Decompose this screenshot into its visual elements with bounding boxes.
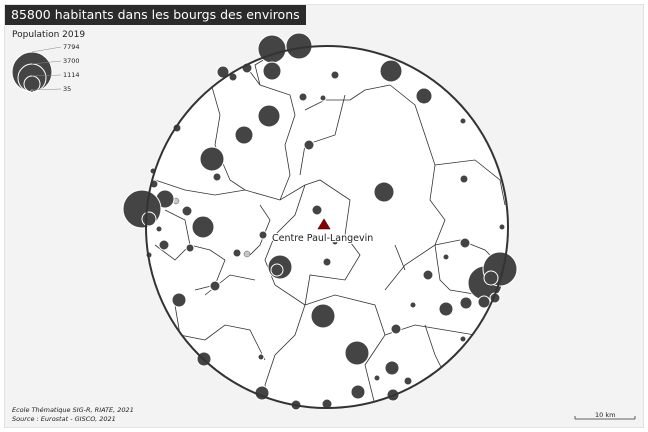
commune-symbol (243, 250, 251, 258)
source-line: Source : Eurostat - GISCO, 2021 (12, 415, 116, 423)
commune-symbol (234, 125, 254, 145)
legend-value: 7794 (63, 43, 80, 51)
legend-title: Population 2019 (12, 30, 86, 40)
map-frame: Centre Paul-Langevin Centre Paul-Langevi… (4, 4, 644, 428)
commune-symbol (310, 303, 336, 329)
commune-symbol (257, 353, 265, 361)
commune-symbol (262, 61, 282, 81)
commune-symbol (257, 104, 281, 128)
study-area-outline (145, 45, 509, 409)
commune-symbol (181, 205, 193, 217)
commune-symbol (191, 215, 215, 239)
commune-symbol (171, 292, 187, 308)
commune-symbol (199, 146, 225, 172)
commune-symbol (415, 87, 433, 105)
commune-symbol (212, 172, 222, 182)
commune-symbol (297, 234, 305, 242)
commune-symbol (303, 139, 315, 151)
commune-symbol (422, 269, 434, 281)
commune-symbol (379, 59, 403, 83)
credits-line: Ecole Thématique SIG-R, RIATE, 2021 (12, 406, 134, 414)
commune-symbol (498, 223, 506, 231)
triangle-marker-icon (317, 218, 331, 230)
commune-symbol (331, 238, 339, 246)
commune-symbol (403, 376, 413, 386)
commune-symbol (459, 237, 471, 249)
commune-symbol (409, 301, 417, 309)
commune-symbol (373, 374, 381, 382)
commune-symbol (158, 239, 170, 251)
commune-symbol (390, 323, 402, 335)
commune-symbol (373, 181, 395, 203)
commune-symbol (209, 280, 221, 292)
center-label: Centre Paul-Langevin (272, 233, 373, 244)
commune-symbol (270, 263, 284, 277)
commune-symbol (322, 257, 332, 267)
map-canvas: Centre Paul-Langevin Centre Paul-Langevi… (11, 32, 636, 420)
commune-symbol (185, 243, 195, 253)
commune-symbol (258, 230, 268, 240)
commune-symbol (459, 335, 467, 343)
commune-symbol (483, 270, 499, 286)
credits: Ecole Thématique SIG-R, RIATE, 2021 Sour… (12, 406, 134, 424)
center-label-halo: Centre Paul-Langevin (272, 233, 373, 244)
scale-bar (574, 416, 636, 420)
commune-symbol (141, 211, 157, 227)
commune-symbol (477, 295, 491, 309)
proportional-symbols (122, 32, 518, 411)
commune-symbol (344, 340, 370, 366)
commune-symbol (438, 301, 454, 317)
commune-symbol (155, 225, 163, 233)
commune-symbol (384, 360, 400, 376)
commune-symbol (459, 296, 473, 310)
commune-symbol (459, 117, 467, 125)
commune-symbol (319, 94, 327, 102)
commune-symbol (298, 92, 308, 102)
legend-value: 1114 (63, 71, 80, 79)
commune-symbol (330, 70, 340, 80)
map-title: 85800 habitants dans les bourgs des envi… (5, 5, 306, 25)
legend-symbols: 7794 3700 1114 35 (11, 43, 80, 93)
legend-value: 3700 (63, 57, 80, 65)
commune-symbol (232, 248, 242, 258)
commune-symbol (442, 253, 450, 261)
commune-symbol (459, 174, 469, 184)
scale-label: 10 km (595, 411, 616, 419)
small-communes (172, 197, 251, 258)
commune-symbol (311, 204, 323, 216)
commune-symbol (350, 384, 366, 400)
commune-boundaries (154, 49, 506, 406)
legend-value: 35 (63, 85, 71, 93)
